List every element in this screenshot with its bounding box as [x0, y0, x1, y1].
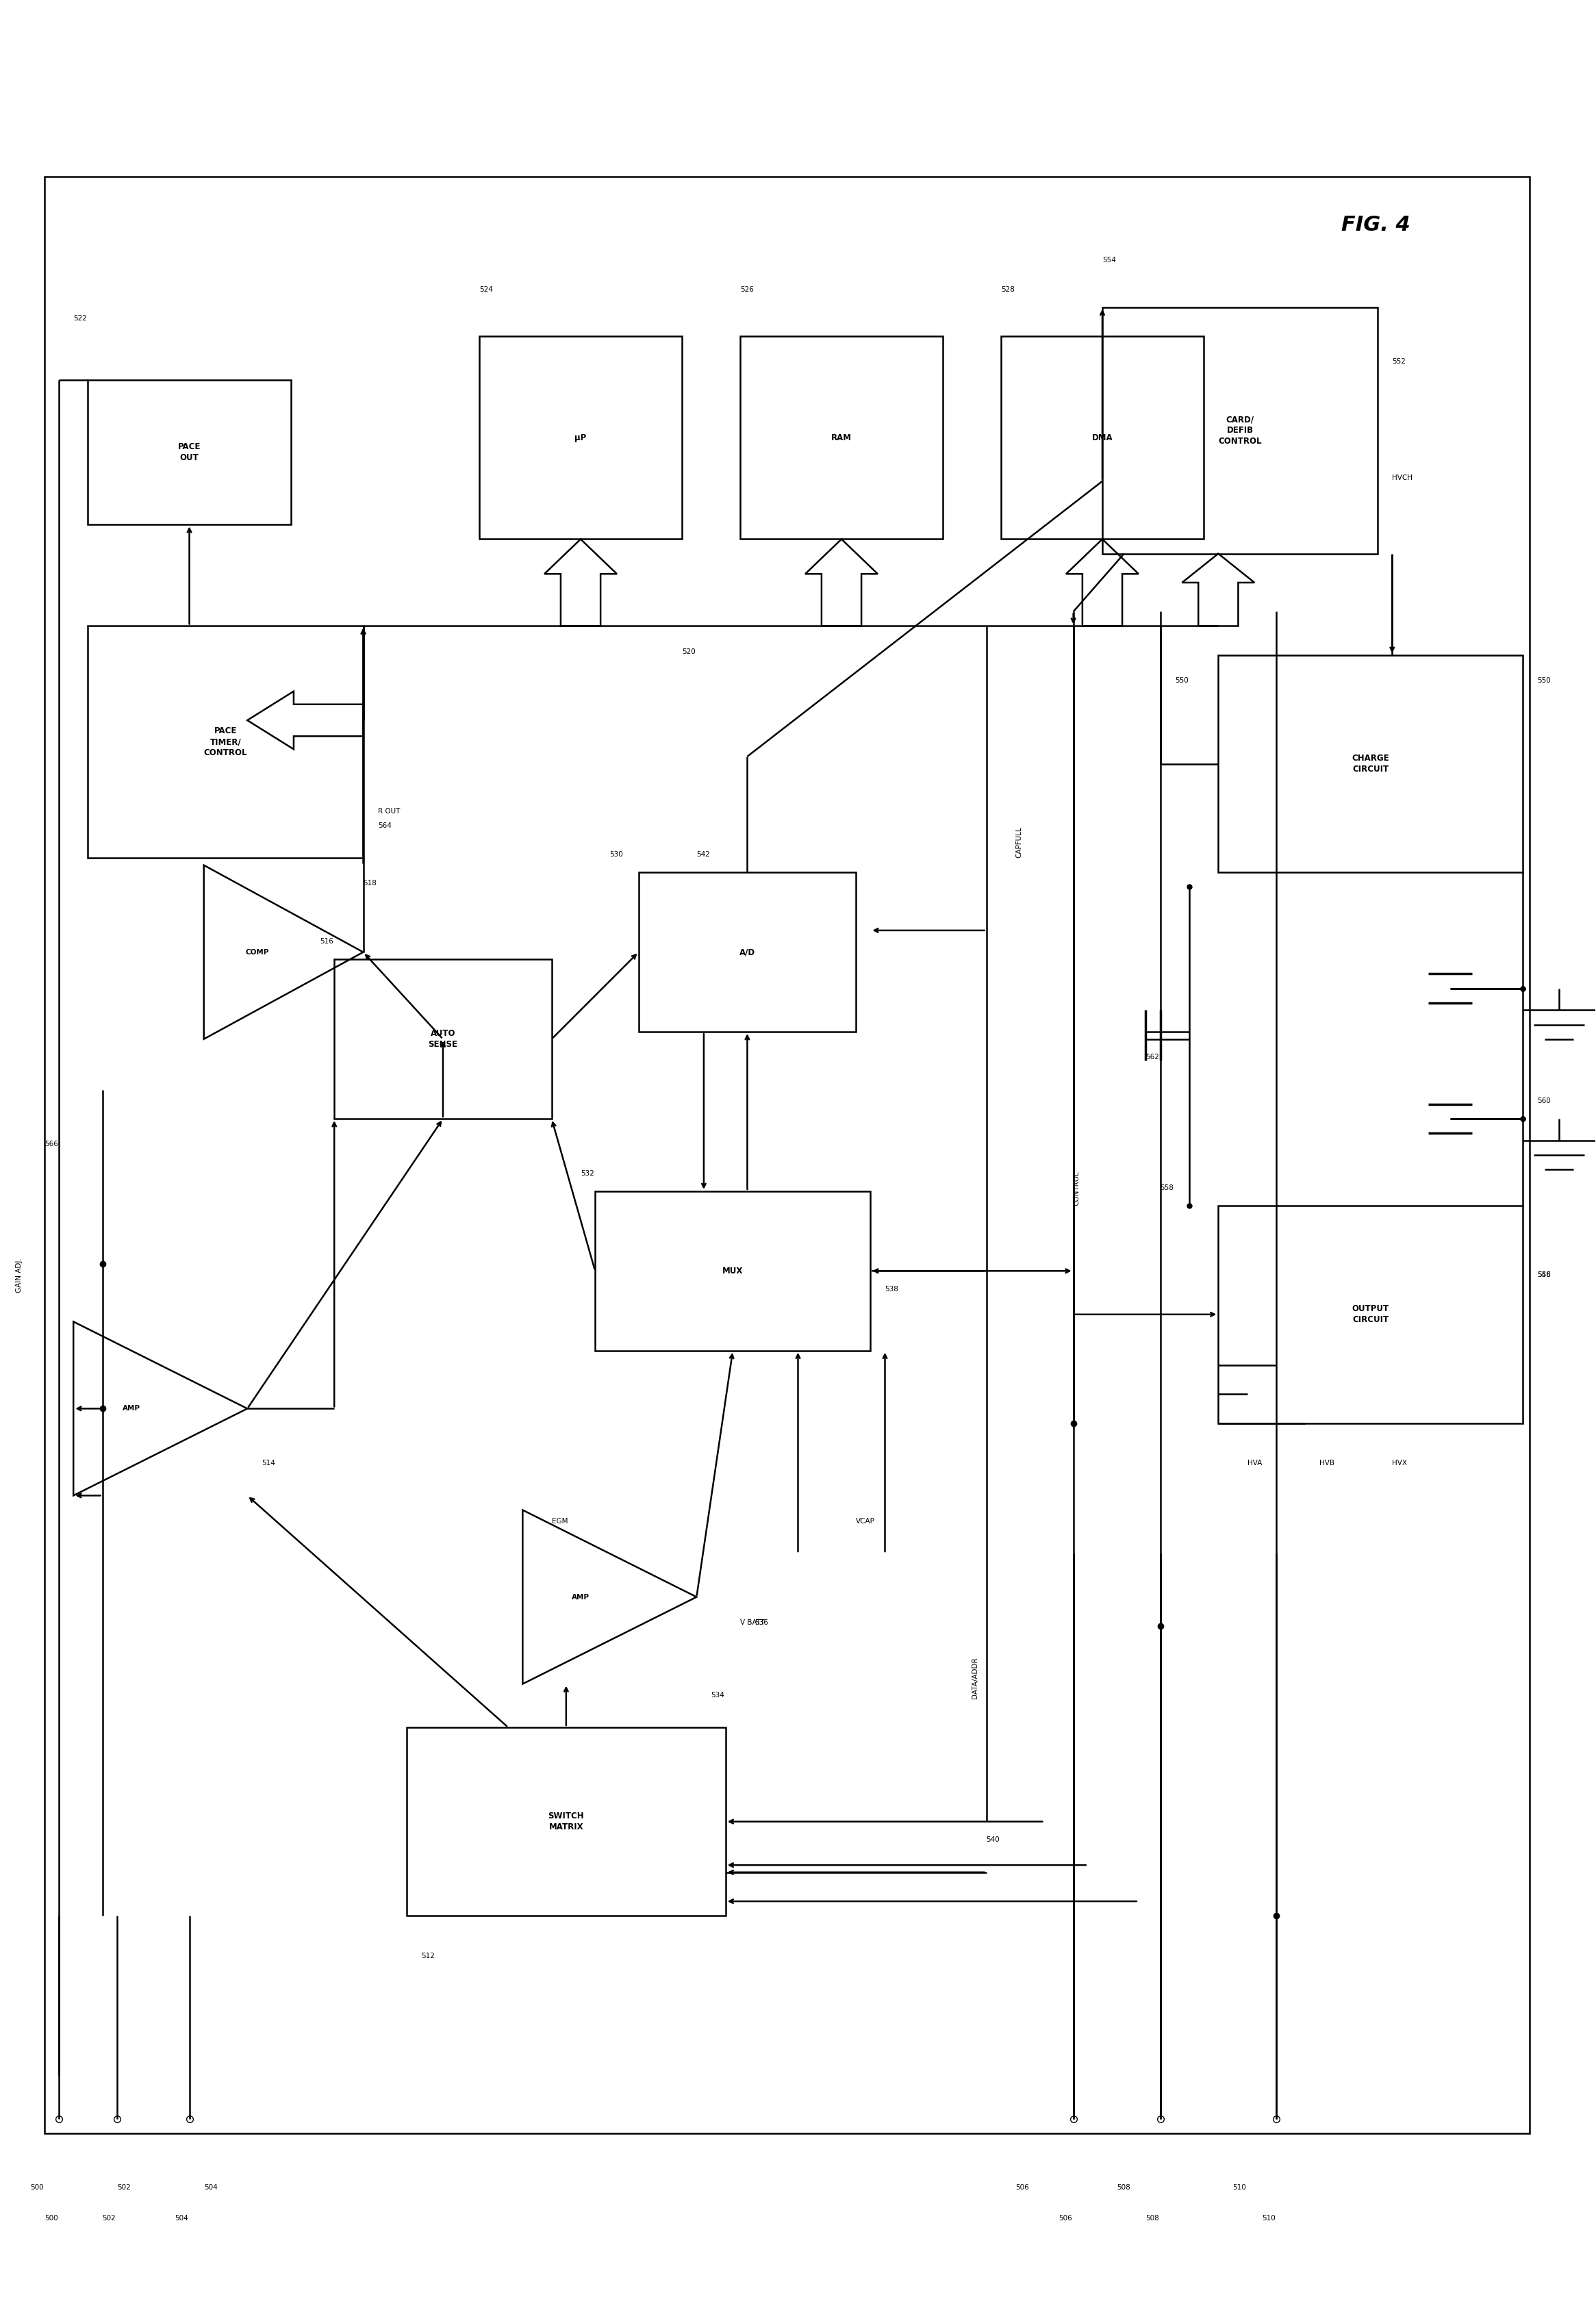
Text: 504: 504: [204, 2185, 217, 2192]
Text: COMP: COMP: [246, 949, 268, 956]
Text: SWITCH
MATRIX: SWITCH MATRIX: [547, 1811, 584, 1832]
Text: 522: 522: [73, 314, 88, 321]
Text: 502: 502: [102, 2215, 117, 2222]
Text: 564: 564: [378, 822, 391, 829]
Text: OUTPUT
CIRCUIT: OUTPUT CIRCUIT: [1352, 1305, 1389, 1324]
Text: RAM: RAM: [832, 434, 852, 441]
Text: DATA/ADDR: DATA/ADDR: [972, 1656, 978, 1698]
Text: 510: 510: [1262, 2215, 1275, 2222]
Text: AMP: AMP: [123, 1404, 140, 1411]
Text: 508: 508: [1146, 2215, 1159, 2222]
Bar: [407, 1728, 726, 1915]
Text: 562: 562: [1146, 1053, 1159, 1060]
Text: 510: 510: [1232, 2185, 1246, 2192]
Bar: [479, 337, 681, 538]
Text: 554: 554: [1103, 256, 1116, 263]
Text: HVA: HVA: [1246, 1460, 1262, 1467]
Text: AMP: AMP: [571, 1594, 589, 1601]
Text: VCAP: VCAP: [855, 1518, 875, 1525]
Text: 552: 552: [1392, 358, 1406, 365]
Text: 500: 500: [45, 2215, 57, 2222]
Text: CAPFULL: CAPFULL: [1015, 827, 1021, 857]
Text: 534: 534: [712, 1691, 725, 1698]
Bar: [1103, 307, 1377, 554]
Text: FIG. 4: FIG. 4: [1342, 215, 1411, 236]
Text: 524: 524: [479, 286, 493, 293]
Text: 526: 526: [741, 286, 753, 293]
Text: DMA: DMA: [1092, 434, 1112, 441]
Text: 500: 500: [30, 2185, 43, 2192]
Text: GAIN ADJ.: GAIN ADJ.: [16, 1259, 22, 1294]
Text: R OUT: R OUT: [378, 808, 401, 815]
Text: μP: μP: [575, 434, 586, 441]
Text: HVB: HVB: [1320, 1460, 1334, 1467]
Text: 566: 566: [45, 1141, 57, 1148]
Text: MUX: MUX: [723, 1266, 744, 1275]
Text: 536: 536: [755, 1619, 768, 1626]
Bar: [334, 959, 552, 1118]
Bar: [1218, 656, 1523, 873]
Bar: [638, 873, 855, 1033]
Text: HVCH: HVCH: [1392, 474, 1412, 480]
Text: HVX: HVX: [1392, 1460, 1408, 1467]
Bar: [1218, 1206, 1523, 1423]
Text: 528: 528: [1001, 286, 1015, 293]
Text: EGM: EGM: [552, 1518, 568, 1525]
Text: AUTO
SENSE: AUTO SENSE: [428, 1030, 458, 1049]
Text: CONTROL: CONTROL: [1074, 1171, 1080, 1206]
Text: 508: 508: [1117, 2185, 1130, 2192]
Text: 558: 558: [1160, 1185, 1175, 1192]
Text: 560: 560: [1537, 1097, 1551, 1104]
Text: 542: 542: [696, 850, 710, 857]
Bar: [595, 1192, 870, 1351]
Text: A/D: A/D: [739, 947, 755, 956]
Text: 556: 556: [1537, 1270, 1551, 1277]
Text: 504: 504: [176, 2215, 188, 2222]
Text: 532: 532: [581, 1169, 594, 1176]
Text: V BATT: V BATT: [741, 1619, 764, 1626]
Text: 518: 518: [364, 880, 377, 887]
Text: 506: 506: [1058, 2215, 1073, 2222]
Text: PACE
TIMER/
CONTROL: PACE TIMER/ CONTROL: [204, 728, 247, 758]
Text: CHARGE
CIRCUIT: CHARGE CIRCUIT: [1352, 753, 1389, 774]
Text: 548: 548: [1537, 1270, 1551, 1277]
Text: 530: 530: [610, 850, 622, 857]
Text: CARD/
DEFIB
CONTROL: CARD/ DEFIB CONTROL: [1218, 416, 1262, 446]
Text: 516: 516: [319, 938, 334, 945]
Text: 514: 514: [262, 1460, 276, 1467]
Text: PACE
OUT: PACE OUT: [177, 441, 201, 462]
Bar: [45, 178, 1531, 2132]
Bar: [1001, 337, 1203, 538]
Bar: [88, 379, 290, 524]
Bar: [88, 626, 364, 857]
Text: 538: 538: [884, 1287, 899, 1294]
Bar: [741, 337, 943, 538]
Text: 506: 506: [1015, 2185, 1029, 2192]
Text: 502: 502: [117, 2185, 131, 2192]
Text: 540: 540: [986, 1836, 1001, 1843]
Text: 512: 512: [421, 1952, 434, 1959]
Text: 520: 520: [681, 649, 696, 656]
Text: 550: 550: [1175, 677, 1189, 684]
Text: 550: 550: [1537, 677, 1551, 684]
